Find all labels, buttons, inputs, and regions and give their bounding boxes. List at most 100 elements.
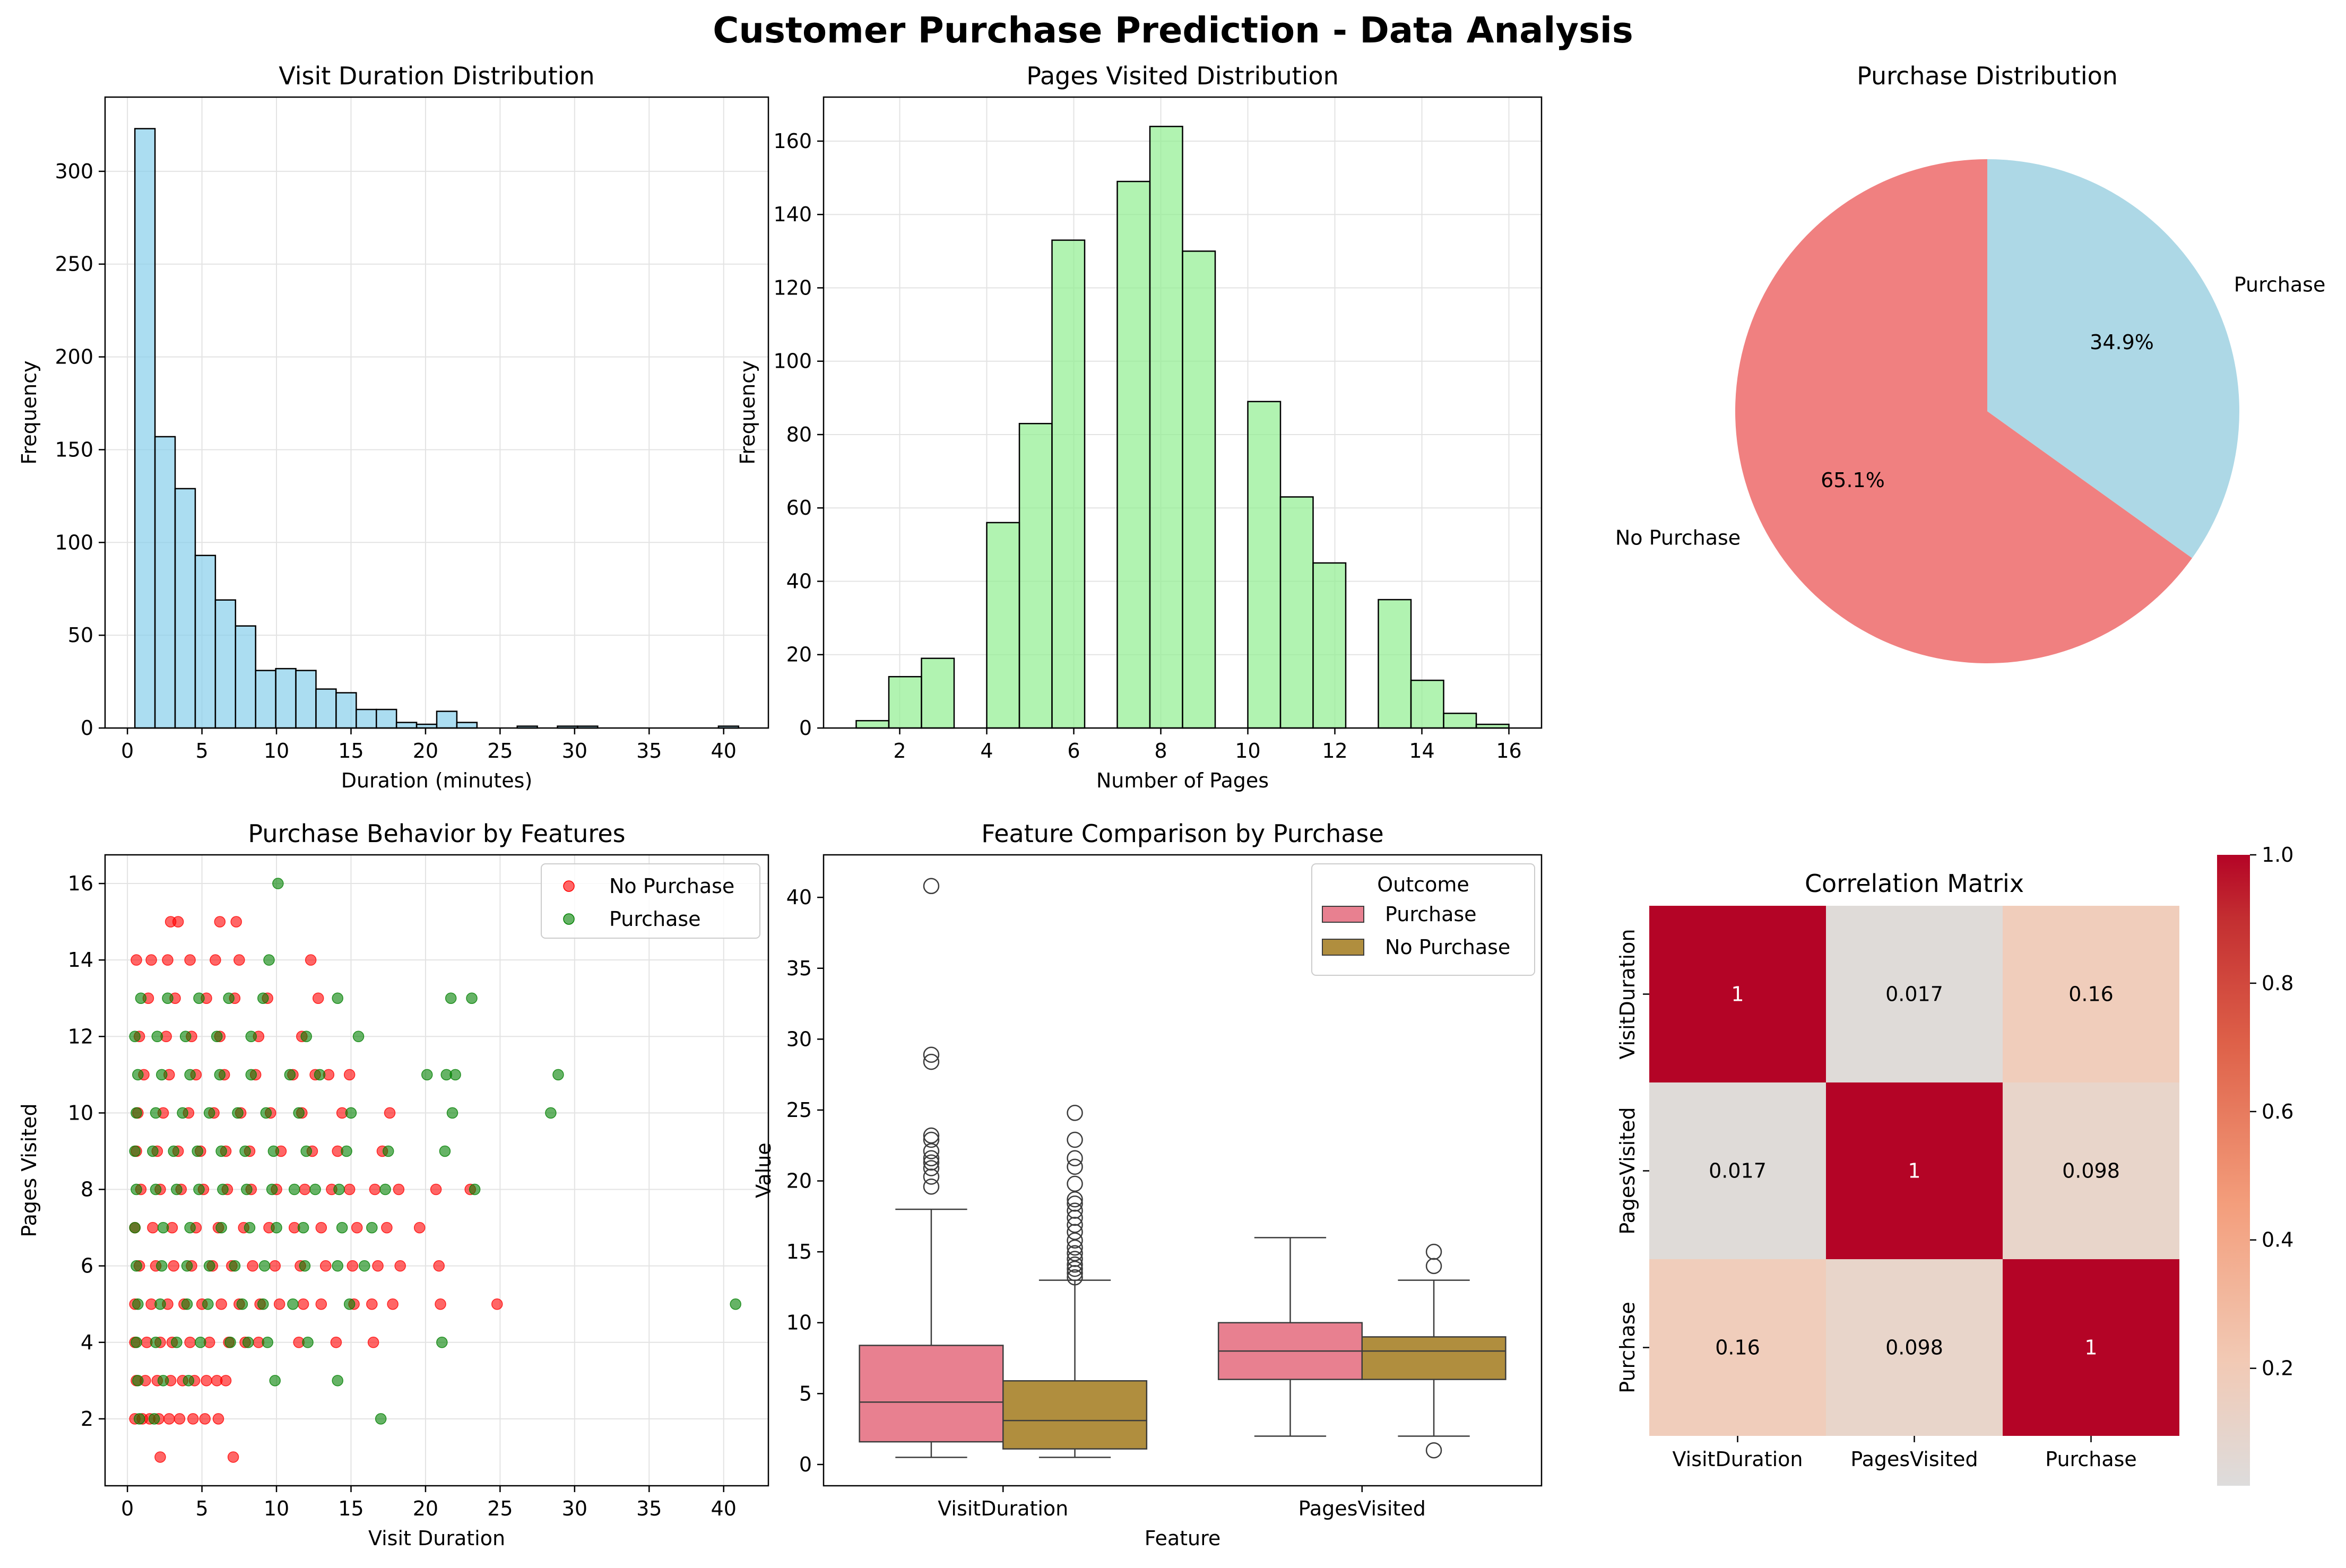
scatter-point — [369, 1183, 381, 1196]
histogram-bar — [888, 675, 922, 729]
histogram-bar — [335, 692, 357, 729]
histogram-bar — [1182, 250, 1216, 729]
scatter-point — [299, 1183, 311, 1196]
scatter-point — [271, 1222, 282, 1234]
y-tick-label: VisitDuration — [1616, 929, 1639, 1059]
box-outlier — [923, 1160, 940, 1176]
histogram-bar — [1018, 422, 1053, 729]
scatter-point — [730, 1298, 741, 1310]
scatter-point — [449, 1069, 461, 1081]
heatmap-cell-label: 1 — [1731, 983, 1744, 1006]
scatter-point — [154, 1298, 166, 1310]
scatter-point — [129, 1222, 141, 1234]
scatter-point — [210, 954, 221, 966]
histogram-bar — [214, 599, 237, 729]
scatter-point — [446, 1107, 458, 1119]
y-tick-label: 160 — [773, 129, 812, 153]
scatter-point — [154, 1451, 166, 1463]
chart-title: Correlation Matrix — [1805, 869, 2024, 898]
scatter-point — [421, 1069, 433, 1081]
colorbar-tick-label: 0.6 — [2262, 1100, 2293, 1123]
scatter-point — [382, 1145, 394, 1157]
scatter-point — [333, 1183, 345, 1196]
y-tick-label: 14 — [68, 948, 93, 972]
box-outlier — [1067, 1150, 1083, 1167]
scatter-point — [133, 1413, 145, 1425]
pie-label: No Purchase — [1615, 526, 1741, 550]
box-outlier — [1425, 1243, 1442, 1260]
heatmap-cell — [1649, 1082, 1826, 1259]
scatter-point — [162, 992, 174, 1004]
box-outlier — [923, 1053, 940, 1070]
y-tick-label: 200 — [55, 345, 93, 369]
scatter-point — [211, 1030, 223, 1043]
histogram-bar — [315, 688, 337, 729]
scatter-point — [171, 1183, 183, 1196]
scatter-point — [242, 1337, 254, 1348]
scatter-point — [315, 1222, 327, 1234]
scatter-point — [299, 1260, 311, 1272]
scatter-point — [433, 1260, 445, 1272]
scatter-point — [347, 1260, 359, 1272]
legend-title: Outcome — [1377, 873, 1469, 896]
figure-title: Customer Purchase Prediction - Data Anal… — [713, 10, 1633, 51]
scatter-point — [379, 1183, 391, 1196]
y-tick-label: 20 — [786, 1169, 812, 1193]
scatter-point — [366, 1222, 378, 1234]
y-tick-label: 50 — [68, 623, 93, 647]
y-axis-label: Value — [752, 1142, 775, 1198]
scatter-point — [155, 1260, 168, 1272]
scatter-point — [184, 1337, 196, 1348]
scatter-point — [366, 1298, 378, 1310]
scatter-point — [341, 1145, 352, 1157]
scatter-point — [168, 1260, 179, 1272]
y-axis-label: Pages Visited — [18, 1103, 41, 1237]
scatter-point — [258, 1260, 271, 1272]
x-tick-label: 12 — [1322, 739, 1347, 763]
box-body — [1002, 1380, 1148, 1450]
scatter-point — [131, 1183, 142, 1196]
scatter-point — [230, 916, 242, 928]
x-tick-label: 40 — [711, 739, 737, 763]
histogram-bar — [395, 722, 418, 729]
histogram-bar — [356, 708, 377, 729]
scatter-point — [145, 954, 157, 966]
scatter-point — [129, 1030, 141, 1043]
histogram-bar — [134, 128, 156, 729]
y-tick-label: 12 — [68, 1025, 93, 1048]
scatter-point — [300, 1030, 312, 1043]
axes-frame — [823, 854, 1543, 1487]
heatmap-cell — [1826, 1082, 2003, 1259]
legend: No Purchase Purchase — [541, 863, 760, 939]
scatter-point — [297, 1298, 309, 1310]
axes-frame — [104, 96, 769, 729]
scatter-point — [266, 1183, 278, 1196]
scatter-point — [217, 1183, 229, 1196]
scatter-point — [332, 1375, 343, 1387]
scatter-point — [215, 1145, 227, 1157]
legend-label: No Purchase — [609, 874, 734, 898]
x-tick-label: 35 — [636, 739, 662, 763]
x-tick-label: 10 — [1235, 739, 1260, 763]
box-outlier — [1067, 1191, 1083, 1208]
scatter-point — [394, 1260, 406, 1272]
x-tick-label: 10 — [264, 1497, 289, 1520]
y-tick-label: 40 — [786, 886, 812, 909]
histogram-bar — [1051, 239, 1086, 729]
box-outlier — [923, 1127, 940, 1144]
scatter-point — [187, 1413, 199, 1425]
histogram-bar — [1378, 599, 1412, 729]
histogram-bar — [194, 555, 217, 729]
pie-percent-label: 34.9% — [2090, 331, 2154, 354]
chart-title: Visit Duration Distribution — [279, 62, 594, 90]
x-tick-label: 10 — [264, 739, 289, 763]
scatter-point — [351, 1222, 363, 1234]
x-tick-label: PagesVisited — [1298, 1497, 1426, 1520]
scatter-point — [466, 992, 478, 1004]
histogram-bar — [921, 657, 955, 729]
scatter-point — [314, 1069, 326, 1081]
scatter-point — [214, 1069, 226, 1081]
x-tick-label: 0 — [121, 1497, 134, 1520]
scatter-point — [297, 1222, 309, 1234]
